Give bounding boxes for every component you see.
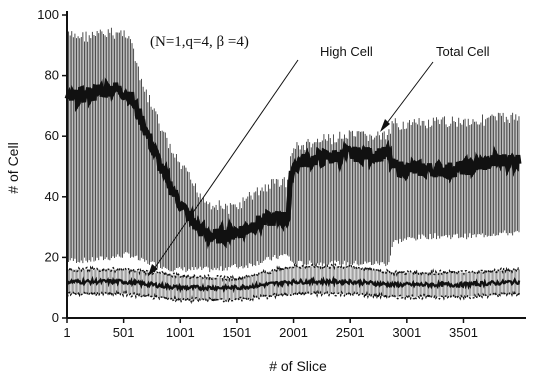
total-cell-annotation: Total Cell [436,44,490,59]
y-tick-label: 60 [45,128,59,143]
series-total-cell [64,27,522,273]
high-cell-mean-line [65,275,521,294]
parameter-label: (N=1,q=4, β =4) [150,34,249,50]
total-cell-arrow-head [380,119,390,132]
y-tick-label: 100 [37,7,59,22]
high-cell-arrow-head [148,264,158,276]
axes [66,11,526,319]
y-tick-label: 80 [45,68,59,83]
high-cell-arrow-line [151,59,299,273]
y-tick-label: 0 [52,310,59,325]
x-tick-label: 501 [113,325,135,340]
x-tick-label: 1001 [166,325,195,340]
high-cell-annotation: High Cell [320,44,373,59]
x-tick-label: 3501 [449,325,478,340]
high-cell-lower-line [66,289,520,305]
series-high-cell [65,262,521,305]
y-tick-label: 20 [45,249,59,264]
x-axis-title: # of Slice [269,358,327,374]
y-axis-title: # of Cell [5,142,21,193]
total-cell-mean-line [64,76,522,250]
x-tick-label: 1501 [222,325,251,340]
total-cell-arrow-line [383,61,434,128]
x-tick-label: 1 [63,325,70,340]
x-tick-label: 2501 [336,325,365,340]
y-tick-label: 40 [45,189,59,204]
plot-data [64,27,522,305]
x-tick-label: 2001 [279,325,308,340]
high-cell-upper-line [66,262,520,283]
x-tick-label: 3001 [392,325,421,340]
